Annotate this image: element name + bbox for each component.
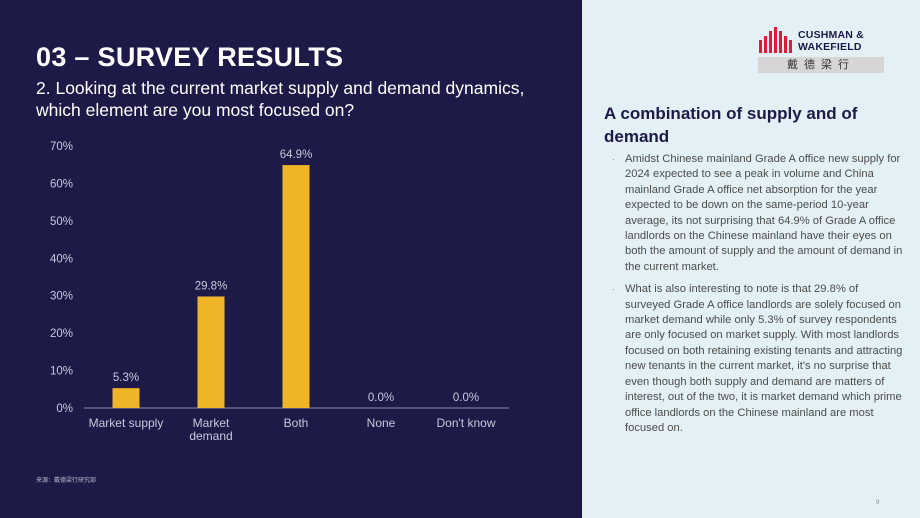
data-label: 5.3% [113,372,139,384]
logo-bars-icon [759,27,792,53]
bar [112,388,140,408]
x-tick-label: None [367,416,396,430]
x-tick-label: Market [193,416,230,430]
slide-title: 03 – SURVEY RESULTS [36,42,344,72]
bullet-dot-icon: · [612,284,615,295]
y-tick-label: 0% [56,403,73,415]
bullet-dot-icon: · [612,154,615,164]
source-note: 来源：戴德梁行研究部 [36,477,97,484]
y-tick-label: 40% [50,253,73,265]
bullet-item: · Amidst Chinese mainland Grade A office … [612,153,903,273]
x-tick-label: demand [189,429,232,443]
y-tick-label: 60% [50,178,73,190]
data-label: 64.9% [280,149,313,161]
y-tick-label: 50% [50,216,73,228]
survey-question: 2. Looking at the current market supply … [36,78,525,120]
page-number: 9 [876,500,880,506]
logo-wordmark: CUSHMAN & WAKEFIELD [798,29,864,53]
bar-chart: 0% 10% 20% 30% 40% 50% 60% 70% 5.3% Market supply… [50,141,509,443]
bullet-item: · What is also interesting to note is tha… [612,283,903,434]
cushman-wakefield-logo: CUSHMAN & WAKEFIELD 戴德梁行 [758,26,886,74]
data-label: 0.0% [368,392,394,404]
data-label: 0.0% [453,392,479,404]
x-tick-label: Both [284,416,309,430]
x-tick-label: Market supply [89,416,164,430]
x-tick-label: Don't know [437,416,496,430]
y-tick-label: 20% [50,328,73,340]
y-tick-label: 30% [50,291,73,303]
bar [197,296,225,408]
y-tick-label: 70% [50,141,73,153]
bar [282,165,310,408]
slide-side-panel [582,0,920,518]
logo-chinese-name: 戴德梁行 [758,57,884,73]
y-tick-label: 10% [50,366,73,378]
side-heading: A combination of supply and of demand [604,104,858,146]
data-label: 29.8% [195,280,228,292]
side-bullet-list: · Amidst Chinese mainland Grade A office … [612,152,904,443]
